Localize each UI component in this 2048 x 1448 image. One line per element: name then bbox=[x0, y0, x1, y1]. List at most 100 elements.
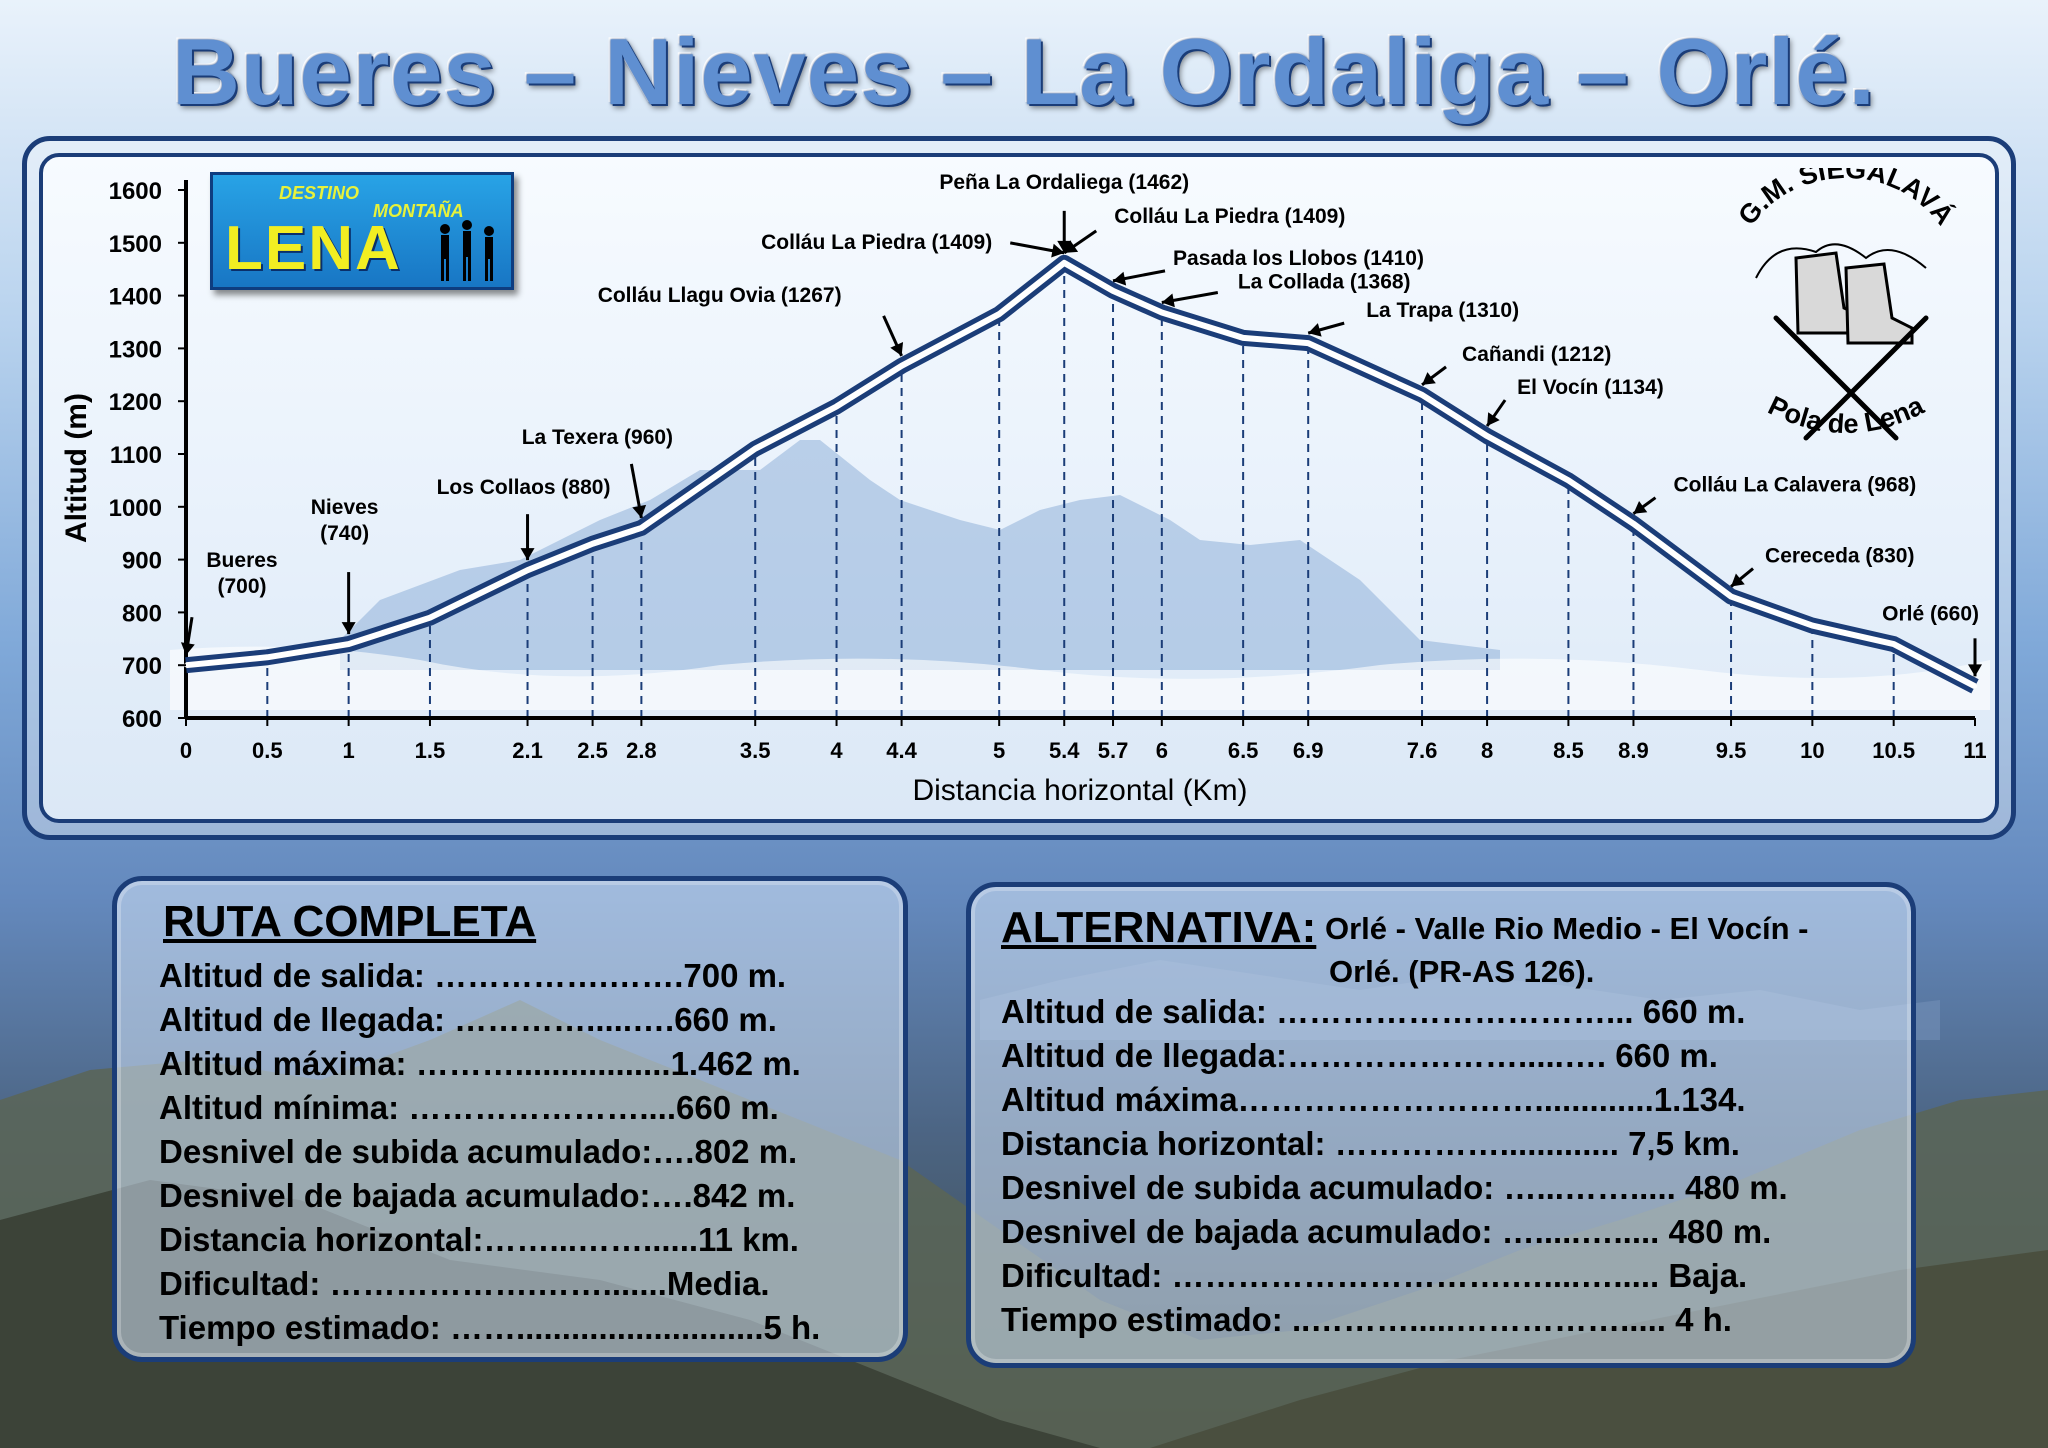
annotation-arrowhead bbox=[180, 642, 195, 656]
y-axis-label: Altitud (m) bbox=[60, 393, 93, 543]
x-tick-label: 10.5 bbox=[1872, 738, 1915, 763]
annotation-label: Colláu La Piedra (1409) bbox=[761, 231, 992, 254]
x-tick-label: 5.7 bbox=[1098, 738, 1129, 763]
x-tick-label: 8 bbox=[1481, 738, 1493, 763]
profile-point bbox=[1306, 341, 1311, 346]
x-tick-label: 3.5 bbox=[740, 738, 771, 763]
profile-point bbox=[1159, 310, 1164, 315]
profile-point bbox=[1485, 434, 1490, 439]
profile-point bbox=[1420, 392, 1425, 397]
elevation-profile-chart: 6007008009001000110012001300140015001600… bbox=[60, 170, 1987, 807]
annotation-arrowhead bbox=[1731, 573, 1745, 587]
profile-point bbox=[1729, 594, 1734, 599]
x-tick-label: 6.9 bbox=[1293, 738, 1324, 763]
annotation-label: La Texera (960) bbox=[522, 426, 673, 449]
y-tick-label: 800 bbox=[122, 600, 162, 627]
chart-mountain-backdrop bbox=[340, 440, 1500, 670]
annotation-arrowhead bbox=[520, 548, 535, 561]
annotation-arrowhead bbox=[890, 342, 904, 356]
x-tick-label: 5 bbox=[993, 738, 1005, 763]
annotation-label: El Vocín (1134) bbox=[1517, 376, 1664, 399]
logo-word-destino: DESTINO bbox=[279, 183, 360, 203]
x-tick-label: 6.5 bbox=[1228, 738, 1259, 763]
alternativa-row: Desnivel de subida acumulado: …...……....… bbox=[1001, 1169, 1788, 1206]
profile-point bbox=[1891, 642, 1896, 647]
profile-point bbox=[265, 655, 270, 660]
alternativa-panel: ALTERNATIVA: Orlé - Valle Rio Medio - El… bbox=[966, 882, 1916, 1368]
y-tick-label: 900 bbox=[122, 548, 162, 575]
annotation-label: La Trapa (1310) bbox=[1366, 299, 1519, 322]
ruta-row: Desnivel de bajada acumulado:….842 m. bbox=[159, 1177, 796, 1214]
x-tick-label: 0 bbox=[180, 738, 192, 763]
x-tick-label: 4 bbox=[830, 738, 843, 763]
x-tick-label: 5.4 bbox=[1049, 738, 1080, 763]
profile-point bbox=[834, 404, 839, 409]
annotation-label: Peña La Ordaliega (1462) bbox=[939, 171, 1189, 194]
annotation-arrowhead bbox=[1051, 243, 1065, 258]
alternativa-row: Altitud máxima……………………….............1.13… bbox=[1001, 1081, 1746, 1118]
page-title: Bueres – Nieves – La Ordaliga – Orlé. bbox=[172, 19, 1876, 124]
y-tick-label: 1200 bbox=[109, 389, 162, 416]
profile-point bbox=[1111, 288, 1116, 293]
y-tick-label: 1600 bbox=[109, 178, 162, 205]
profile-point bbox=[1241, 335, 1246, 340]
profile-point bbox=[590, 541, 595, 546]
y-tick-label: 700 bbox=[122, 653, 162, 680]
club-name: G.M. SIEGALAVÁ bbox=[1732, 168, 1960, 231]
alternativa-row: Altitud de salida: …………………………... 660 m. bbox=[1001, 993, 1746, 1030]
alternativa-row: Desnivel de bajada acumulado: ….....…...… bbox=[1001, 1213, 1772, 1250]
profile-point bbox=[1973, 684, 1977, 689]
annotation-arrowhead bbox=[1064, 240, 1079, 253]
x-tick-label: 10 bbox=[1800, 738, 1824, 763]
y-tick-label: 1400 bbox=[109, 284, 162, 311]
annotation-label: Colláu La Piedra (1409) bbox=[1114, 205, 1345, 228]
ruta-row: Altitud mínima: …………………....660 m. bbox=[159, 1089, 779, 1126]
x-tick-label: 1.5 bbox=[415, 738, 446, 763]
logo-word-lena: LENA bbox=[225, 214, 402, 283]
annotation-arrowhead bbox=[341, 622, 356, 635]
annotation-arrowhead bbox=[632, 504, 647, 518]
profile-point bbox=[1566, 478, 1571, 483]
y-tick-label: 1000 bbox=[109, 495, 162, 522]
hikers-silhouette-icon bbox=[440, 220, 494, 281]
annotation-label: Los Collaos (880) bbox=[437, 476, 611, 499]
destino-montana-lena-logo: DESTINO MONTAÑA LENA bbox=[210, 172, 514, 290]
boots-icon bbox=[1794, 251, 1914, 345]
annotation-label: Colláu Llagu Ovia (1267) bbox=[598, 284, 842, 307]
gm-siegalava-club-logo: G.M. SIEGALAVÁ Pola de Lena bbox=[1732, 168, 1961, 441]
profile-point bbox=[346, 642, 351, 647]
profile-point bbox=[1631, 521, 1636, 526]
annotation-arrowhead bbox=[1968, 664, 1982, 677]
x-tick-label: 6 bbox=[1156, 738, 1168, 763]
x-tick-label: 1 bbox=[343, 738, 355, 763]
alternativa-route-line-1: Orlé - Valle Rio Medio - El Vocín - bbox=[1325, 911, 1809, 946]
y-tick-label: 600 bbox=[122, 706, 162, 733]
annotation-label: Nieves bbox=[311, 496, 379, 519]
annotation-arrowhead bbox=[1161, 293, 1175, 308]
ruta-row: Altitud máxima: ……….................1.46… bbox=[159, 1045, 801, 1082]
annotation-arrowhead bbox=[1057, 240, 1072, 253]
ruta-row: Altitud de llegada: ………….....….660 m. bbox=[159, 1001, 777, 1038]
x-tick-label: 7.6 bbox=[1407, 738, 1438, 763]
alternativa-heading: ALTERNATIVA: bbox=[1001, 903, 1317, 952]
ruta-row: Tiempo estimado: …….....................… bbox=[159, 1309, 821, 1346]
trekking-poles-icon bbox=[1773, 315, 1929, 441]
x-tick-label: 8.9 bbox=[1618, 738, 1649, 763]
alternativa-route-line-2: Orlé. (PR-AS 126). bbox=[1329, 954, 1595, 989]
annotation-arrowhead bbox=[1487, 412, 1500, 427]
ruta-row: Distancia horizontal:……...……......11 km. bbox=[159, 1221, 799, 1258]
alternativa-row: Dificultad: ………………………….…....…..... Baja. bbox=[1001, 1257, 1748, 1294]
ruta-completa-heading: RUTA COMPLETA bbox=[163, 897, 537, 946]
annotation-arrowhead bbox=[1308, 323, 1322, 337]
profile-point bbox=[899, 363, 904, 368]
x-tick-label: 8.5 bbox=[1553, 738, 1584, 763]
alternativa-row: Tiempo estimado: ..……….....……………..... 4 … bbox=[1001, 1301, 1732, 1338]
profile-point bbox=[1062, 260, 1067, 265]
annotation-label: Cereceda (830) bbox=[1765, 545, 1914, 568]
profile-point bbox=[997, 312, 1002, 317]
profile-point bbox=[753, 446, 758, 451]
x-tick-label: 9.5 bbox=[1716, 738, 1747, 763]
annotation-arrowhead bbox=[1633, 500, 1648, 514]
annotation-label: Colláu La Calavera (968) bbox=[1673, 474, 1916, 497]
x-tick-label: 11 bbox=[1963, 738, 1986, 763]
